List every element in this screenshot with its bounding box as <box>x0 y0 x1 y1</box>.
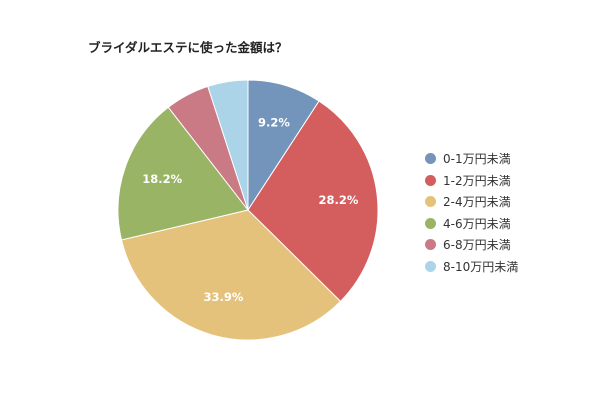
legend-item-5: 6-8万円未満 <box>425 234 518 256</box>
legend-swatch-3 <box>425 196 436 208</box>
pie-slice-2 <box>247 100 379 303</box>
data-label-3: 33.9% <box>203 290 243 304</box>
pie-data-labels: 9.2% 28.2% 33.9% 18.2% <box>142 115 359 304</box>
pie-slice-3 <box>120 209 342 341</box>
legend-label-2: 1-2万円未満 <box>443 173 511 188</box>
legend-swatch-5 <box>425 239 436 251</box>
legend-swatch-6 <box>425 260 436 272</box>
chart-title: ブライダルエステに使った金額は？ <box>88 40 288 55</box>
pie-slice-4 <box>117 106 249 241</box>
data-label-1: 9.2% <box>258 115 290 129</box>
data-label-2: 28.2% <box>319 193 359 207</box>
legend-label-4: 4-6万円未満 <box>443 216 511 231</box>
legend-item-4: 4-6万円未満 <box>425 213 518 235</box>
legend-label-1: 0-1万円未満 <box>443 152 511 167</box>
legend-swatch-1 <box>425 153 436 165</box>
pie-slices <box>117 79 379 341</box>
legend-label-6: 8-10万円未満 <box>443 259 519 274</box>
legend: 0-1万円未満 1-2万円未満 2-4万円未満 4-6万円未満 6-8万円未満 8-10万… <box>425 148 518 277</box>
legend-label-5: 6-8万円未満 <box>443 238 511 253</box>
pie-slice-6 <box>207 79 249 211</box>
legend-swatch-4 <box>425 217 436 229</box>
legend-item-2: 1-2万円未満 <box>425 170 518 192</box>
legend-swatch-2 <box>425 174 436 186</box>
data-label-4: 18.2% <box>142 172 182 186</box>
legend-item-6: 8-10万円未満 <box>425 256 518 278</box>
legend-item-1: 0-1万円未満 <box>425 148 518 170</box>
legend-label-3: 2-4万円未満 <box>443 195 511 210</box>
legend-item-3: 2-4万円未満 <box>425 191 518 213</box>
